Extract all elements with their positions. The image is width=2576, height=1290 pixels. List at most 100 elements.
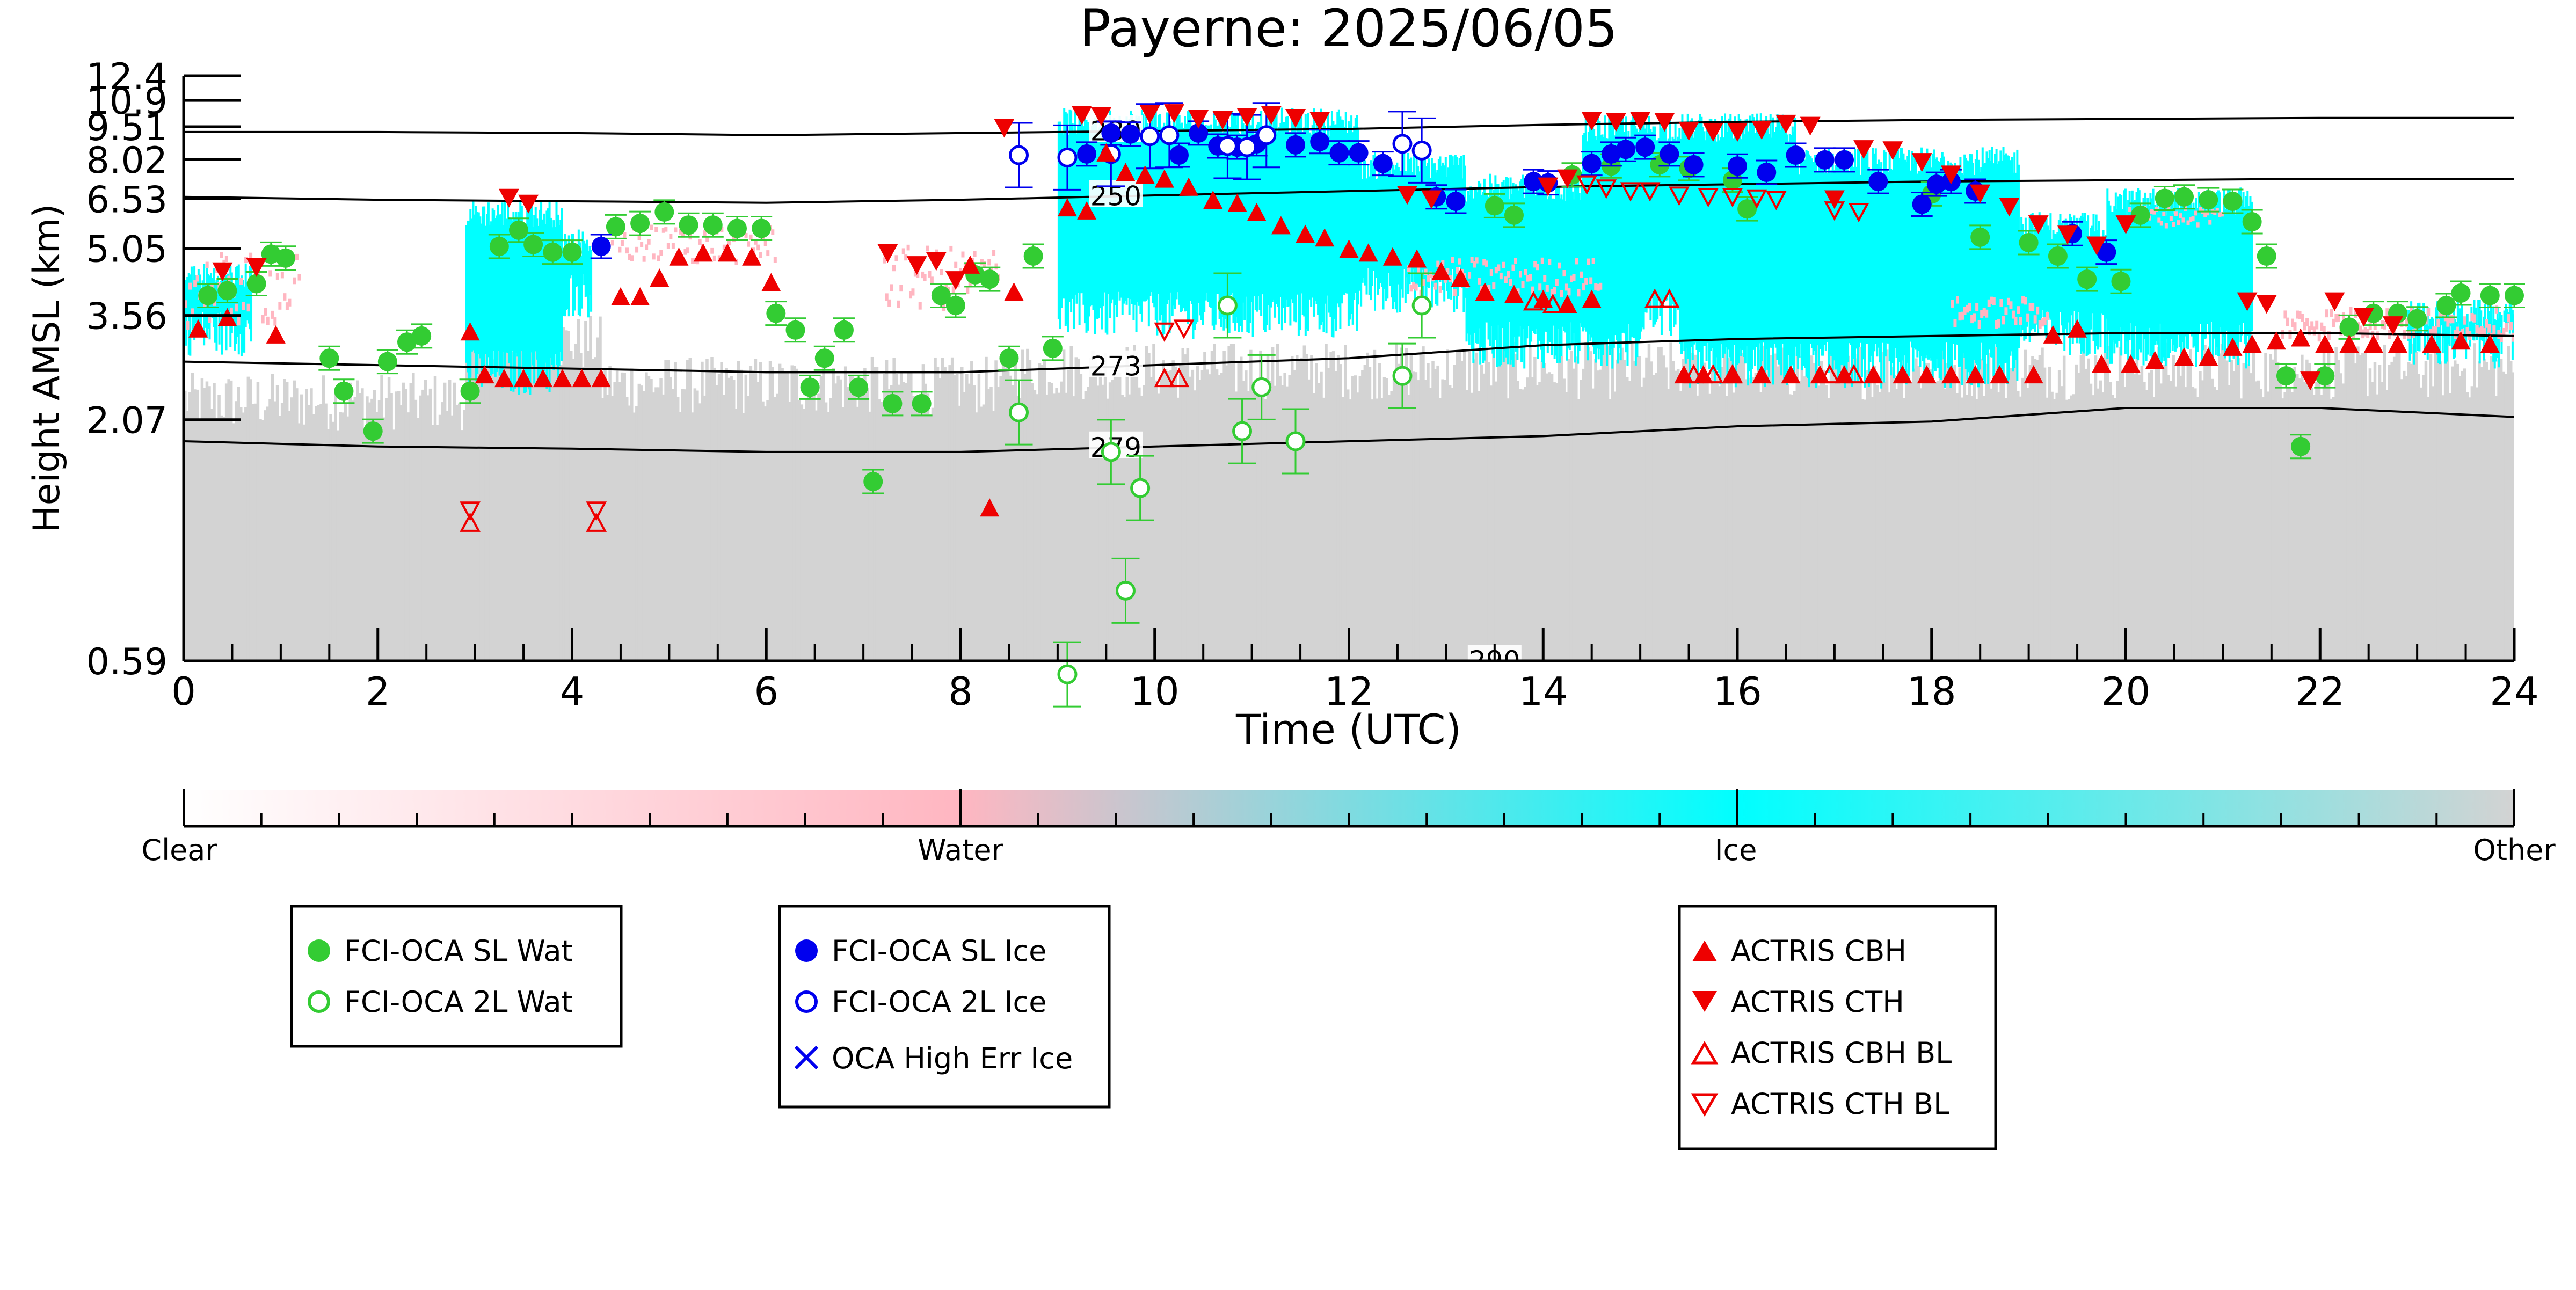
background-ice-column: [1747, 164, 1750, 386]
background-other-column: [1478, 391, 1481, 661]
background-water-patch: [1968, 303, 1971, 311]
background-ice-column: [1258, 135, 1261, 310]
data-point: [717, 243, 737, 262]
background-ice-column: [1320, 108, 1322, 325]
background-other-column: [1113, 375, 1117, 661]
background-ice-column: [1729, 162, 1731, 358]
data-point: [1775, 114, 1796, 134]
background-ice-column: [2498, 318, 2500, 368]
background-other-column: [1264, 399, 1267, 661]
background-water-patch: [2301, 314, 2304, 322]
background-other-column: [516, 339, 520, 661]
background-other-column: [2465, 392, 2469, 661]
background-ice-column: [1147, 129, 1150, 327]
background-water-patch: [2181, 217, 2185, 223]
background-ice-column: [2005, 153, 2007, 363]
data-point: [980, 498, 1000, 517]
background-other-column: [1854, 358, 1857, 661]
background-ice-column: [1698, 171, 1701, 352]
data-point: [1702, 122, 1723, 142]
background-other-column: [1390, 390, 1393, 661]
background-other-column: [438, 414, 442, 661]
background-other-column: [2301, 354, 2304, 661]
background-other-column: [691, 412, 694, 661]
isotherm-label: 250: [1090, 181, 1141, 212]
background-other-column: [1361, 370, 1364, 661]
background-other-column: [1254, 395, 1257, 661]
background-ice-column: [1793, 166, 1795, 374]
x-tick-label: 14: [1518, 669, 1568, 714]
background-other-column: [1631, 343, 1634, 661]
background-water-patch: [1545, 285, 1549, 292]
background-water-patch: [2215, 208, 2219, 213]
background-other-column: [1791, 395, 1794, 661]
background-ice-column: [1836, 157, 1838, 369]
background-other-column: [2359, 355, 2362, 661]
background-other-column: [1451, 388, 1454, 661]
background-ice-column: [1963, 154, 1966, 358]
background-other-column: [759, 362, 762, 661]
x-tick-label: 20: [2101, 669, 2151, 714]
x-tick-label: 4: [560, 669, 585, 714]
background-other-column: [1864, 399, 1867, 661]
background-ice-column: [1167, 113, 1170, 300]
background-ice-column: [587, 251, 590, 318]
background-water-patch: [1543, 275, 1547, 282]
background-ice-column: [1344, 112, 1347, 294]
background-ice-column: [2160, 207, 2163, 363]
background-other-column: [1322, 397, 1326, 661]
background-ice-column: [1106, 130, 1109, 335]
background-ice-column: [1308, 132, 1311, 300]
background-ice-column: [1697, 154, 1700, 384]
background-ice-column: [2088, 236, 2091, 354]
background-ice-column: [1330, 111, 1333, 337]
background-ice-column: [1485, 194, 1487, 322]
background-water-patch: [698, 239, 702, 245]
background-ice-column: [1236, 114, 1239, 323]
background-ice-column: [1954, 163, 1956, 360]
background-ice-column: [1821, 153, 1823, 356]
background-water-patch: [897, 300, 900, 308]
background-other-column: [1834, 352, 1838, 661]
background-other-column: [1866, 370, 1869, 661]
background-water-patch: [2296, 310, 2300, 319]
background-other-column: [2181, 360, 2185, 661]
background-ice-column: [1428, 158, 1430, 288]
background-ice-column: [1182, 128, 1185, 309]
data-point: [1970, 227, 1990, 247]
background-other-column: [987, 389, 991, 661]
background-ice-column: [526, 205, 529, 375]
background-other-column: [2473, 343, 2476, 661]
background-other-column: [963, 392, 966, 661]
data-point: [1843, 363, 1865, 384]
background-other-column: [2288, 388, 2291, 661]
background-other-column: [2290, 392, 2294, 661]
background-other-column: [819, 376, 823, 661]
background-other-column: [395, 391, 398, 661]
background-water-patch: [1424, 268, 1428, 275]
data-point: [2057, 225, 2078, 245]
background-ice-column: [1715, 167, 1718, 358]
background-ice-column: [1944, 172, 1947, 389]
background-other-column: [1096, 385, 1100, 661]
background-other-column: [645, 372, 648, 661]
background-other-column: [1492, 348, 1495, 661]
data-point: [1285, 108, 1306, 128]
background-ice-column: [1075, 133, 1078, 304]
background-other-column: [2138, 374, 2141, 661]
background-ice-column: [1705, 166, 1708, 361]
colorbar-ticks: [183, 789, 2515, 826]
background-water-patch: [754, 239, 758, 245]
background-other-column: [234, 401, 238, 661]
background-other-column: [1754, 373, 1758, 661]
background-ice-column: [186, 276, 189, 317]
background-water-patch: [1982, 308, 1986, 316]
background-ice-column: [2057, 220, 2060, 341]
background-other-column: [251, 404, 255, 661]
series-actris-cbh: [188, 143, 2500, 517]
background-ice-column: [2094, 231, 2097, 354]
background-other-column: [730, 376, 733, 661]
background-other-column: [790, 365, 794, 661]
background-ice-column: [1406, 173, 1408, 278]
